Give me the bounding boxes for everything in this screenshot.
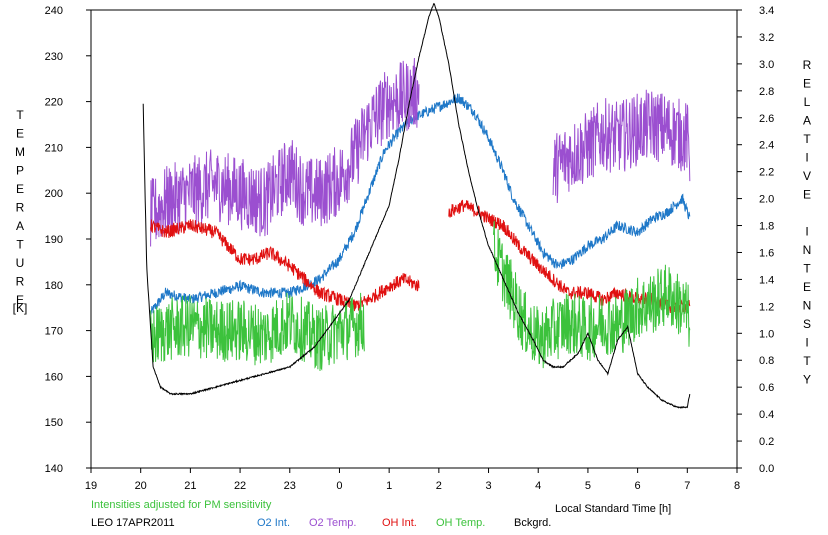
right-tick-label: 0.6 (759, 382, 774, 394)
axis-title-letter: T (803, 132, 811, 146)
axis-title-letter: R (16, 275, 25, 289)
right-tick-label: 1.2 (759, 301, 774, 313)
left-axis: 140 150 160 170 180 190 200 210 220 230 240 (45, 5, 91, 475)
axis-title-letter: N (803, 299, 812, 313)
axis-title-letter: E (803, 77, 811, 91)
right-tick-label: 2.6 (759, 113, 774, 125)
x-tick-label: 7 (684, 480, 690, 492)
legend-item-oh-temp: OH Temp. (436, 517, 485, 529)
x-tick-label: 0 (336, 480, 342, 492)
axis-title-letter: E (16, 127, 24, 141)
station-label: LEO 17APR2011 (91, 517, 175, 529)
left-tick-label: 170 (45, 326, 63, 338)
axis-title-letter: R (16, 201, 25, 215)
right-tick-label: 1.4 (759, 274, 774, 286)
right-tick-label: 0.2 (759, 436, 774, 448)
x-tick-label: 5 (585, 480, 591, 492)
series-line-o2-temp (150, 57, 420, 247)
right-tick-label: 2.2 (759, 167, 774, 179)
right-tick-label: 1.6 (759, 247, 774, 259)
axis-title-letter: A (803, 114, 811, 128)
axis-title-letter: P (16, 164, 24, 178)
right-axis: 0.0 0.2 0.4 0.6 0.8 1.0 1.2 1.4 1.6 1.8 2.0 2.2 2.4 2… (737, 5, 774, 475)
series-line-o2-int (150, 93, 691, 315)
x-tick-label: 8 (734, 480, 740, 492)
right-tick-label: 2.8 (759, 86, 774, 98)
right-tick-label: 1.8 (759, 221, 774, 233)
left-tick-label: 140 (45, 463, 63, 475)
left-tick-label: 180 (45, 280, 63, 292)
right-tick-label: 3.0 (759, 59, 774, 71)
right-tick-label: 3.2 (759, 32, 774, 44)
axis-title-letter: L (804, 95, 811, 109)
legend-item-bckgrd: Bckgrd. (514, 517, 551, 529)
x-tick-label: 2 (436, 480, 442, 492)
axis-title-letter: A (16, 219, 24, 233)
right-tick-label: 0.8 (759, 355, 774, 367)
x-tick-label: 20 (135, 480, 147, 492)
axis-title-letter: E (803, 188, 811, 202)
axis-title-letter: E (16, 182, 24, 196)
axis-title-letter: I (805, 151, 808, 165)
x-axis-title: Local Standard Time [h] (555, 503, 671, 515)
axis-title-letter: T (803, 262, 811, 276)
x-tick-label: 19 (85, 480, 97, 492)
axis-title-letter: N (803, 243, 812, 257)
axis-title-letter: I (805, 336, 808, 350)
right-tick-label: 3.4 (759, 5, 774, 17)
axis-title-letter: E (803, 280, 811, 294)
x-tick-label: 23 (284, 480, 296, 492)
axis-title-letter: S (803, 317, 811, 331)
x-tick-label: 6 (635, 480, 641, 492)
left-tick-label: 150 (45, 417, 63, 429)
x-tick-label: 4 (535, 480, 541, 492)
series-line-o2-temp (552, 89, 691, 204)
left-tick-label: 230 (45, 51, 63, 63)
right-tick-label: 2.4 (759, 140, 774, 152)
right-tick-label: 0.0 (759, 463, 774, 475)
left-axis-unit: [K] (13, 301, 28, 315)
left-tick-label: 200 (45, 188, 63, 200)
axis-title-letter: U (16, 256, 25, 270)
left-tick-label: 210 (45, 142, 63, 154)
x-tick-label: 21 (184, 480, 196, 492)
legend-item-o2-int: O2 Int. (257, 517, 290, 529)
axis-title-letter: R (803, 58, 812, 72)
legend-item-oh-int: OH Int. (382, 517, 417, 529)
axis-title-letter: M (15, 145, 25, 159)
series-line-oh-temp (493, 220, 691, 369)
x-tick-label: 1 (386, 480, 392, 492)
axis-title-letter: V (803, 169, 811, 183)
series-layer (142, 2, 691, 409)
x-tick-label: 3 (485, 480, 491, 492)
series-line-bckgrd (142, 2, 691, 409)
axis-title-letter: E (16, 293, 24, 307)
pm-sensitivity-note: Intensities adjusted for PM sensitivity (91, 499, 272, 511)
x-tick-label: 22 (234, 480, 246, 492)
x-axis: 19 20 21 22 23 0 1 2 3 4 5 6 7 8 (85, 468, 740, 492)
axis-title-letter: T (16, 108, 24, 122)
axis-title-letter: I (805, 225, 808, 239)
series-line-oh-int (150, 219, 420, 312)
left-tick-label: 190 (45, 234, 63, 246)
left-tick-label: 160 (45, 371, 63, 383)
axis-title-letter: T (16, 238, 24, 252)
right-tick-label: 0.4 (759, 409, 774, 421)
legend-item-o2-temp: O2 Temp. (309, 517, 357, 529)
left-tick-label: 240 (45, 5, 63, 17)
right-tick-label: 1.0 (759, 328, 774, 340)
axis-title-letter: T (803, 354, 811, 368)
right-tick-label: 2.0 (759, 194, 774, 206)
left-tick-label: 220 (45, 97, 63, 109)
series-line-oh-temp (150, 292, 365, 372)
axis-title-letter: Y (803, 373, 811, 387)
